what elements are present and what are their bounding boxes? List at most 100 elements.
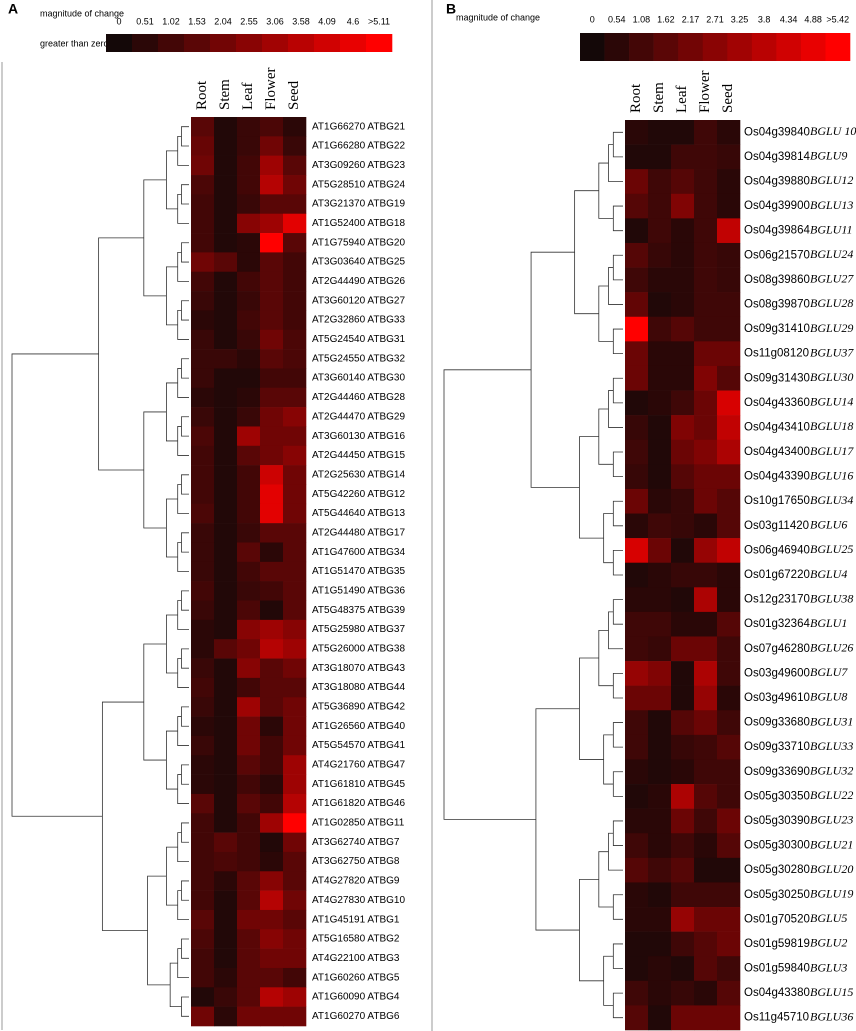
heatmap-cell (283, 639, 307, 659)
row-id: Os11g45710 (744, 1012, 809, 1024)
heatmap-cell (671, 242, 695, 268)
heatmap-cell (191, 523, 215, 543)
heatmap-cell (717, 144, 741, 170)
row-label: AT2G32860 ATBG33 (312, 315, 405, 326)
heatmap-cell (717, 611, 741, 637)
heatmap-cell (214, 813, 238, 833)
heatmap-cell (694, 120, 718, 145)
row-id: Os05g30350 (744, 790, 810, 802)
colorbar-title: magnitude of change (456, 12, 540, 22)
heatmap-cell (648, 513, 672, 539)
row-id: Os04g39840 (744, 126, 810, 138)
row-id: Os05g30280 (744, 864, 810, 876)
heatmap-cell (237, 329, 261, 350)
heatmap-cell (717, 685, 741, 711)
heatmap-cell (191, 581, 215, 601)
dendrogram-branch (598, 629, 614, 687)
heatmap-cell (625, 341, 649, 367)
heatmap-cell (283, 194, 307, 215)
heatmap-cell (260, 465, 284, 485)
heatmap-cell (717, 341, 741, 367)
heatmap-cell (625, 759, 649, 785)
heatmap-cell (237, 233, 261, 253)
heatmap-cell (260, 639, 284, 659)
row-label: AT1G66270 ATBG21 (312, 121, 405, 132)
heatmap-cell (237, 697, 261, 717)
heatmap-cell (260, 851, 284, 872)
row-name: BGLU31 (810, 714, 853, 728)
dendrogram-branch (166, 730, 178, 790)
row-label: AT1G61810 ATBG45 (312, 779, 405, 790)
heatmap-cell (260, 407, 284, 427)
dendrogram-branch (177, 251, 189, 282)
heatmap-cell (625, 513, 649, 539)
heatmap-cell (717, 292, 741, 318)
dendrogram-branch (98, 237, 144, 471)
row-label: AT2G44480 ATBG17 (312, 527, 405, 538)
heatmap-cell (625, 882, 649, 908)
heatmap-cell (260, 136, 284, 156)
row-id: Os09g33690 (744, 766, 810, 778)
dendrogram-branch (177, 135, 189, 166)
heatmap-cell (237, 735, 261, 756)
heatmap-cell (260, 677, 284, 698)
heatmap-cell (283, 310, 307, 331)
column-label: Root (628, 83, 644, 113)
heatmap-cell (214, 349, 238, 369)
colorbar-tick-label: 3.8 (758, 14, 771, 24)
heatmap-cell (191, 252, 215, 273)
heatmap-cell (191, 117, 215, 137)
dendrogram-branch (612, 377, 623, 404)
heatmap-cell (283, 271, 307, 292)
heatmap-cell (191, 155, 215, 176)
heatmap-cell (237, 909, 261, 930)
heatmap-cell (717, 415, 741, 441)
colorbar-tick-label: 3.58 (292, 16, 310, 26)
colorbar-tick-label: 4.34 (780, 14, 798, 24)
heatmap-cell (214, 832, 238, 853)
row-name: BGLU37 (810, 345, 854, 359)
row-id: Os03g11420 (744, 520, 809, 532)
heatmap-cell (214, 387, 238, 408)
column-label: Stem (651, 82, 667, 113)
dendrogram-branch (535, 708, 580, 931)
row-label: AT1G60260 ATBG5 (312, 972, 400, 983)
heatmap-cell (260, 987, 284, 1007)
row-id: Os05g30390 (744, 815, 810, 827)
row-name: BGLU28 (810, 296, 853, 310)
heatmap-cell (625, 808, 649, 834)
heatmap-cell (260, 445, 284, 466)
heatmap-cell (214, 600, 238, 621)
heatmap-cell (283, 155, 307, 176)
colorbar-tick-label: 3.06 (266, 16, 284, 26)
row-label: AT5G42260 ATBG12 (312, 489, 405, 500)
heatmap-cell (648, 833, 672, 859)
heatmap-cell (694, 661, 718, 686)
row-id: Os04g39900 (744, 200, 810, 212)
heatmap-cell (237, 871, 261, 891)
heatmap-cell (191, 677, 215, 698)
heatmap-cell (671, 587, 695, 613)
colorbar-segment (314, 34, 341, 52)
heatmap-cell (694, 587, 718, 613)
heatmap-cell (191, 832, 215, 853)
row-name: BGLU5 (810, 911, 847, 925)
heatmap-cell (214, 484, 238, 505)
row-label: AT3G62750 ATBG8 (312, 856, 400, 867)
colorbar-segment (727, 33, 753, 61)
row-name: BGLU19 (810, 886, 853, 900)
heatmap-cell (648, 120, 672, 145)
heatmap-cell (260, 619, 284, 640)
row-label: AT2G44490 ATBG26 (312, 276, 405, 287)
row-id: Os06g46940 (744, 544, 810, 556)
heatmap-cell (694, 316, 718, 342)
heatmap-cell (214, 194, 238, 215)
heatmap-cell (283, 619, 307, 640)
heatmap-cell (625, 734, 649, 760)
row-label: AT5G26000 ATBG38 (312, 644, 405, 655)
heatmap-cell (260, 832, 284, 853)
heatmap-cell (214, 426, 238, 447)
dendrogram-branch (579, 878, 604, 982)
row-id: Os04g39864 (744, 225, 810, 237)
heatmap-cell (648, 439, 672, 465)
